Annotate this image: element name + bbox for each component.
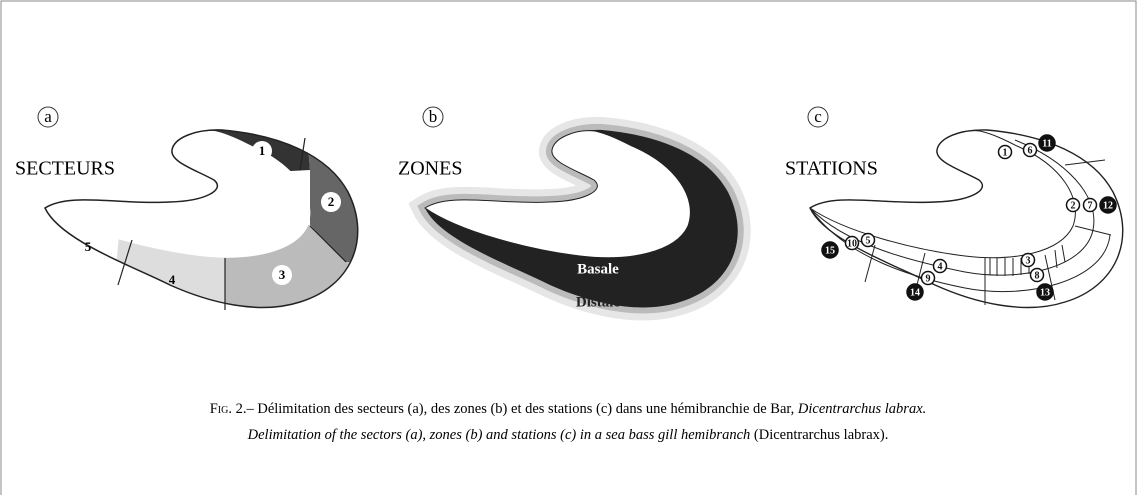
caption-text: – Délimitation des secteurs (a), des zon… [245,401,797,417]
sector-label: 5 [85,239,92,254]
caption-french: Fig. 2.– Délimitation des secteurs (a), … [210,401,927,417]
panel-b: b ZONES Basale Médiane Distale [398,107,738,311]
species: Dicentrarchus labrax. [797,401,926,417]
sector-label: 1 [259,143,266,158]
panel-title: STATIONS [785,158,878,180]
station-label: 2 [1071,200,1076,211]
sector-label: 4 [169,272,176,287]
station-label: 11 [1042,138,1051,149]
panel-a: a SECTEURS 1 2 3 4 5 [15,107,400,330]
species: (Dicentrarchus labrax). [750,427,888,443]
station-label: 6 [1028,145,1033,156]
sector-label: 3 [279,267,286,282]
caption-text: Delimitation of the sectors (a), zones (… [247,427,751,443]
station-label: 13 [1040,287,1050,298]
station-label: 5 [866,235,871,246]
station-label: 15 [825,245,835,256]
zone-label: Médiane [572,278,628,294]
station-label: 7 [1088,200,1093,211]
station-label: 9 [926,273,931,284]
station-label: 12 [1103,200,1113,211]
panel-letter: c [814,107,822,126]
station-label: 8 [1035,270,1040,281]
panel-title: ZONES [398,158,462,180]
station-label: 4 [938,261,943,272]
zone-label: Basale [577,261,619,277]
figure: a SECTEURS 1 2 3 4 5 b ZONES [0,0,1137,495]
sector-label: 2 [328,194,335,209]
station-label: 10 [847,238,857,249]
panel-letter: b [429,107,438,126]
caption-english: Delimitation of the sectors (a), zones (… [247,427,889,443]
station-label: 3 [1026,255,1031,266]
station-label: 14 [910,287,920,298]
fig-label: Fig. 2. [210,401,247,417]
panel-title: SECTEURS [15,158,115,180]
zone-label: Distale [576,294,621,310]
panel-letter: a [44,107,52,126]
station-label: 1 [1003,147,1008,158]
